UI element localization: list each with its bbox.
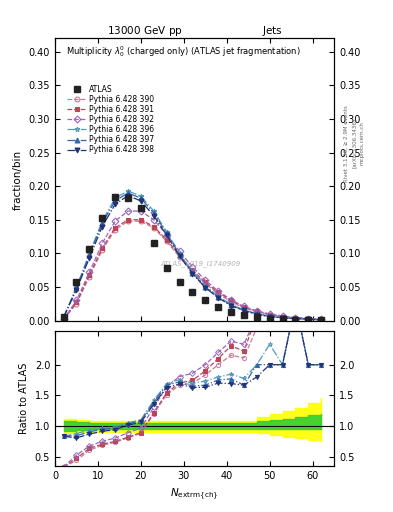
Text: mcplots.cern.ch: mcplots.cern.ch [360, 121, 365, 165]
Text: [arXiv:1306.3436]: [arXiv:1306.3436] [352, 118, 357, 168]
Y-axis label: Ratio to ATLAS: Ratio to ATLAS [19, 363, 29, 434]
Text: Rivet 3.1.10, ≥ 2.9M events: Rivet 3.1.10, ≥ 2.9M events [344, 105, 349, 182]
Y-axis label: fraction/bin: fraction/bin [13, 150, 23, 209]
Legend: ATLAS, Pythia 6.428 390, Pythia 6.428 391, Pythia 6.428 392, Pythia 6.428 396, P: ATLAS, Pythia 6.428 390, Pythia 6.428 39… [67, 84, 154, 155]
X-axis label: $N_{\mathrm{extrm\{ch\}}}$: $N_{\mathrm{extrm\{ch\}}}$ [170, 486, 219, 502]
Text: ATLAS_2019_I1740909: ATLAS_2019_I1740909 [160, 261, 240, 267]
Title: 13000 GeV pp$\quad\quad\quad\quad\quad\quad\quad\quad$Jets: 13000 GeV pp$\quad\quad\quad\quad\quad\q… [107, 24, 282, 38]
Text: Multiplicity $\lambda_0^0$ (charged only) (ATLAS jet fragmentation): Multiplicity $\lambda_0^0$ (charged only… [66, 44, 301, 59]
